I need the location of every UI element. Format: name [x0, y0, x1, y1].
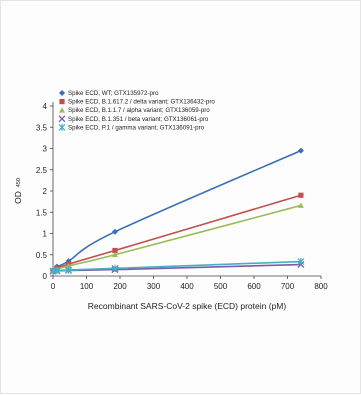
series-group — [49, 257, 305, 275]
data-point — [111, 264, 119, 272]
data-point — [111, 251, 118, 258]
y-tick-label: 2 — [43, 187, 48, 196]
x-tick-label: 0 — [51, 282, 56, 291]
x-tick-label: 300 — [147, 282, 161, 291]
data-point — [53, 266, 61, 275]
data-point — [58, 123, 66, 131]
data-point — [297, 147, 304, 154]
legend-item: Spike ECD, WT; GTX135972-pro — [59, 90, 159, 97]
legend-item: Spike ECD, P.1 / gamma variant; GTX13609… — [58, 123, 205, 131]
x-tick-label: 600 — [247, 282, 261, 291]
data-point — [65, 266, 72, 274]
series-line — [52, 149, 302, 272]
legend-item: Spike ECD, B.1.1.7 / alpha variant; GTX1… — [59, 107, 210, 114]
y-tick-label: 4 — [43, 102, 48, 111]
ticks: 0 100 200 300 400 500 600 700 800 0 0.5 1 1.5 2 2.5 3 3.… — [36, 102, 328, 291]
y-axis-title-main: OD — [13, 191, 23, 204]
legend-label: Spike ECD, B.1.351 / beta variant; GTX13… — [68, 116, 209, 123]
data-point — [112, 247, 118, 254]
series-line — [52, 194, 302, 272]
y-axis-title-subscript: 450 — [16, 178, 22, 187]
x-tick-label: 500 — [214, 282, 228, 291]
x-tick-label: 400 — [180, 282, 194, 291]
data-point — [59, 90, 65, 96]
y-tick-label: 1 — [43, 230, 48, 239]
x-tick-label: 700 — [281, 282, 295, 291]
x-tick-label: 100 — [80, 282, 94, 291]
series-group — [50, 147, 304, 274]
x-tick-label: 800 — [314, 282, 328, 291]
series-line — [52, 260, 301, 272]
data-point — [59, 99, 65, 105]
data-point — [58, 115, 66, 123]
x-axis-title: Recombinant SARS-CoV-2 spike (ECD) prote… — [88, 301, 287, 311]
legend-label: Spike ECD, WT; GTX135972-pro — [68, 90, 159, 97]
data-point — [298, 192, 304, 198]
y-tick-label: 2.5 — [36, 166, 48, 175]
data-point — [59, 107, 65, 113]
series-line — [52, 204, 302, 272]
legend: Spike ECD, WT; GTX135972-pro Spike ECD, B… — [58, 90, 215, 131]
legend-label: Spike ECD, B.1.1.7 / alpha variant; GTX1… — [68, 107, 210, 114]
x-tick-label: 200 — [113, 282, 127, 291]
legend-label: Spike ECD, B.1.617.2 / delta variant; GT… — [68, 99, 215, 106]
y-tick-label: 1.5 — [36, 208, 48, 217]
legend-item: Spike ECD, B.1.617.2 / delta variant; GT… — [59, 99, 215, 106]
data-point — [111, 228, 118, 235]
y-tick-label: 3 — [43, 145, 48, 154]
data-point — [297, 202, 304, 208]
legend-label: Spike ECD, P.1 / gamma variant; GTX13609… — [68, 124, 205, 131]
data-point — [65, 262, 72, 269]
y-tick-label: 3.5 — [36, 123, 48, 132]
y-tick-label: 0 — [43, 272, 48, 281]
data-point — [297, 257, 305, 266]
series — [49, 147, 305, 275]
y-axis-title: OD 450 — [13, 178, 23, 204]
legend-item: Spike ECD, B.1.351 / beta variant; GTX13… — [58, 115, 209, 123]
y-tick-label: 0.5 — [36, 251, 48, 260]
